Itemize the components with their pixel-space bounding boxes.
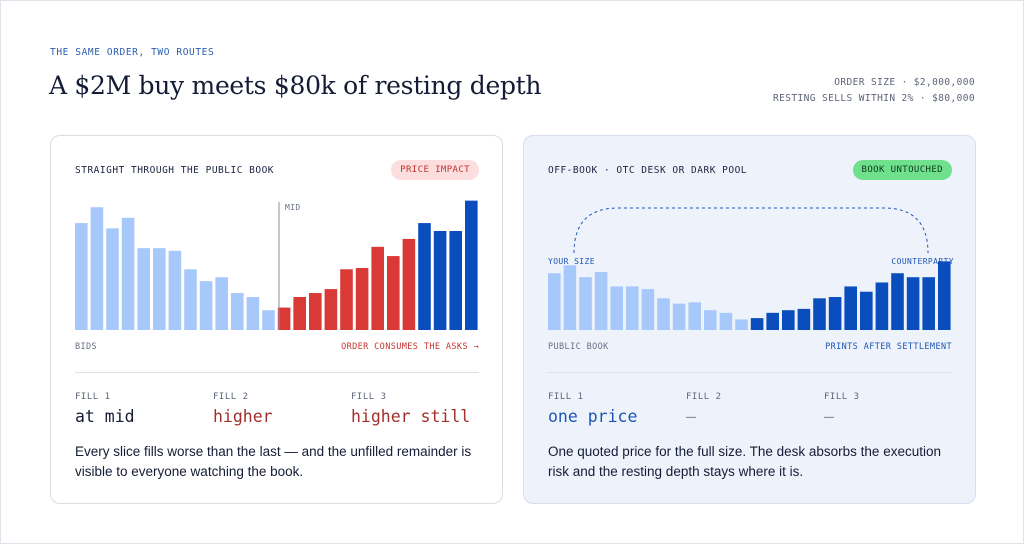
bid-bar bbox=[688, 302, 701, 330]
fill-3: FILL 3 — bbox=[824, 392, 860, 426]
ask-bar bbox=[844, 286, 857, 330]
consumed-ask-bar bbox=[293, 297, 306, 330]
fill-label: FILL 2 bbox=[213, 392, 249, 402]
ask-bar bbox=[828, 297, 842, 330]
card-title: OFF-BOOK · OTC DESK OR DARK POOL bbox=[548, 165, 748, 176]
fill-1: FILL 1 one price bbox=[548, 392, 637, 426]
consumed-ask-bar bbox=[371, 246, 384, 330]
fill-label: FILL 2 bbox=[686, 392, 722, 402]
settlement-axis-label: PRINTS AFTER SETTLEMENT bbox=[825, 342, 952, 352]
counterparty-label: COUNTERPARTY bbox=[891, 257, 954, 266]
fill-label: FILL 3 bbox=[351, 392, 387, 402]
bid-bar bbox=[610, 286, 623, 330]
off-book-card: OFF-BOOK · OTC DESK OR DARK POOL BOOK UN… bbox=[523, 135, 976, 504]
bid-bar bbox=[231, 293, 244, 330]
bid-bar bbox=[704, 310, 717, 330]
bid-bar bbox=[563, 265, 577, 330]
bid-bar bbox=[168, 250, 182, 330]
fill-2: FILL 2 higher bbox=[213, 392, 273, 426]
off-book-depth-chart: YOUR SIZE COUNTERPARTY bbox=[548, 207, 954, 330]
ask-bar bbox=[813, 298, 826, 330]
ask-bar bbox=[906, 277, 920, 330]
bid-bar bbox=[199, 281, 213, 330]
bid-bar bbox=[735, 319, 748, 330]
card-description: Every slice fills worse than the last — … bbox=[75, 444, 472, 479]
ask-bar bbox=[433, 231, 447, 330]
fill-3: FILL 3 higher still bbox=[351, 392, 470, 426]
ask-bar bbox=[875, 282, 889, 330]
mid-label: MID bbox=[285, 203, 301, 212]
ask-bar bbox=[465, 200, 478, 330]
ask-bar bbox=[766, 312, 779, 330]
fill-label: FILL 1 bbox=[548, 392, 584, 402]
order-size-line: ORDER SIZE · $2,000,000 bbox=[834, 77, 975, 88]
card-title: STRAIGHT THROUGH THE PUBLIC BOOK bbox=[75, 165, 275, 176]
bid-bar bbox=[262, 310, 275, 330]
ask-bar bbox=[860, 291, 873, 330]
bid-bar bbox=[90, 207, 104, 330]
off-book-route-arc bbox=[573, 207, 929, 254]
fill-2: FILL 2 — bbox=[686, 392, 722, 426]
ask-bar bbox=[418, 223, 431, 330]
bid-bar bbox=[719, 312, 733, 330]
bid-bar bbox=[137, 248, 150, 330]
fill-value: higher still bbox=[351, 407, 471, 426]
resting-sells-line: RESTING SELLS WITHIN 2% · $80,000 bbox=[773, 93, 975, 104]
bid-bar bbox=[215, 277, 228, 330]
ask-bar bbox=[938, 261, 951, 330]
consumed-ask-bar bbox=[277, 307, 291, 330]
consumed-ask-bar bbox=[309, 293, 322, 330]
asks-axis-label: ORDER CONSUMES THE ASKS → bbox=[341, 342, 479, 352]
fill-value: at mid bbox=[75, 407, 135, 426]
ask-bar bbox=[449, 231, 462, 330]
bid-bar bbox=[106, 228, 119, 330]
book-untouched-badge: BOOK UNTOUCHED bbox=[852, 160, 952, 180]
bid-bar bbox=[579, 277, 592, 330]
consumed-ask-bar bbox=[324, 289, 338, 330]
public-book-depth-chart: MID bbox=[75, 200, 478, 330]
bid-bar bbox=[153, 248, 166, 330]
ask-bar bbox=[797, 308, 811, 330]
price-impact-badge: PRICE IMPACT bbox=[391, 160, 479, 180]
bid-bar bbox=[657, 298, 670, 330]
bids-axis-label: BIDS bbox=[75, 342, 98, 352]
fill-1: FILL 1 at mid bbox=[75, 392, 135, 426]
fill-label: FILL 1 bbox=[75, 392, 111, 402]
fill-value: — bbox=[824, 407, 834, 426]
bid-bar bbox=[626, 286, 639, 330]
consumed-ask-bar bbox=[355, 267, 369, 330]
bid-bar bbox=[594, 271, 608, 330]
public-book-axis-label: PUBLIC BOOK bbox=[548, 342, 609, 352]
ask-bar bbox=[782, 310, 795, 330]
bid-bar bbox=[246, 297, 260, 330]
fill-label: FILL 3 bbox=[824, 392, 860, 402]
fill-value: one price bbox=[548, 407, 638, 426]
bid-bar bbox=[672, 303, 686, 330]
eyebrow: THE SAME ORDER, TWO ROUTES bbox=[50, 47, 215, 58]
page-title: A $2M buy meets $80k of resting depth bbox=[49, 71, 542, 100]
divider bbox=[548, 372, 952, 373]
consumed-ask-bar bbox=[387, 256, 400, 330]
bid-bar bbox=[641, 289, 655, 330]
consumed-ask-bar bbox=[402, 238, 416, 330]
bid-bar bbox=[121, 217, 135, 330]
ask-bar bbox=[891, 273, 904, 330]
consumed-ask-bar bbox=[340, 269, 353, 330]
your-size-label: YOUR SIZE bbox=[548, 257, 595, 266]
public-book-card: STRAIGHT THROUGH THE PUBLIC BOOK PRICE I… bbox=[50, 135, 503, 504]
ask-bar bbox=[922, 277, 935, 330]
ask-bar bbox=[750, 318, 764, 330]
fill-value: — bbox=[686, 407, 696, 426]
divider bbox=[75, 372, 479, 373]
fill-value: higher bbox=[213, 407, 273, 426]
card-description: One quoted price for the full size. The … bbox=[548, 444, 941, 479]
order-meta: ORDER SIZE · $2,000,000 RESTING SELLS WI… bbox=[773, 75, 975, 107]
bid-bar bbox=[75, 223, 88, 330]
bid-bar bbox=[548, 273, 561, 330]
bid-bar bbox=[184, 269, 197, 330]
